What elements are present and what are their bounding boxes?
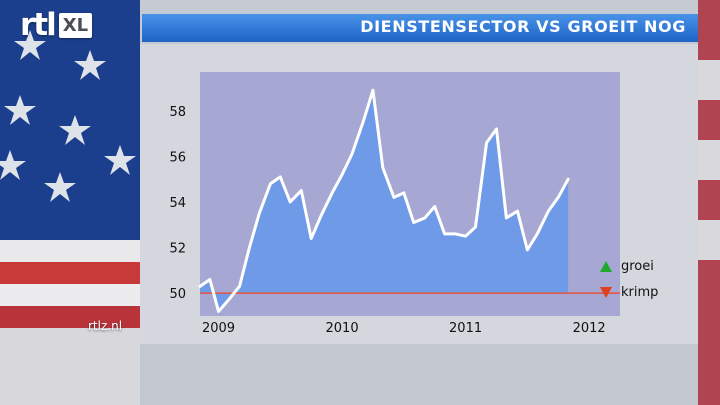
x-tick-label: 2012 [573,321,606,336]
site-url: rtlz.nl [88,319,123,333]
y-tick-label: 50 [169,287,186,302]
logo-badge: XL [58,12,93,38]
legend-label-groei: groei [621,259,654,274]
area-fill [200,90,569,312]
y-tick-label: 54 [169,196,186,211]
legend-item-krimp: krimp [600,285,658,300]
y-tick-label: 58 [169,105,186,120]
y-tick-label: 56 [169,150,186,165]
legend-item-groei: groei [600,259,654,274]
triangle-up-icon [600,261,612,272]
y-tick-label: 52 [169,242,186,257]
logo-text: rtl [20,7,57,43]
chart-title: DIENSTENSECTOR VS GROEIT NOG [360,17,686,36]
x-tick-label: 2010 [326,321,359,336]
title-bar: DIENSTENSECTOR VS GROEIT NOG [142,14,698,42]
triangle-down-icon [600,287,612,298]
x-tick-label: 2009 [202,321,235,336]
rtl-xl-logo: rtl XL [20,7,93,43]
legend-label-krimp: krimp [621,285,659,300]
x-tick-label: 2011 [449,321,482,336]
